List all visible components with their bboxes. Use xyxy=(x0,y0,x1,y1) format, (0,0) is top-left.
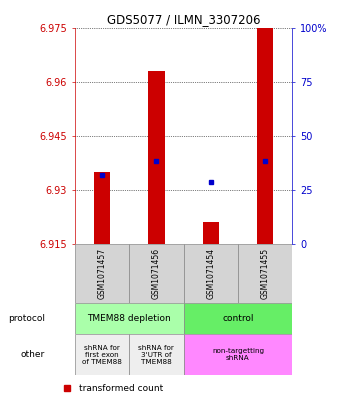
Text: GSM1071457: GSM1071457 xyxy=(98,248,106,299)
Text: GSM1071455: GSM1071455 xyxy=(261,248,270,299)
Bar xyxy=(129,334,184,375)
Text: non-targetting
shRNA: non-targetting shRNA xyxy=(212,348,264,361)
Bar xyxy=(238,244,292,303)
Bar xyxy=(148,71,165,244)
Text: GSM1071454: GSM1071454 xyxy=(206,248,215,299)
Bar xyxy=(129,244,184,303)
Bar xyxy=(75,303,184,334)
Bar xyxy=(75,244,129,303)
Text: GSM1071456: GSM1071456 xyxy=(152,248,161,299)
Text: TMEM88 depletion: TMEM88 depletion xyxy=(87,314,171,323)
Text: other: other xyxy=(21,350,45,359)
Text: control: control xyxy=(222,314,254,323)
Text: shRNA for
first exon
of TMEM88: shRNA for first exon of TMEM88 xyxy=(82,345,122,365)
Bar xyxy=(203,222,219,244)
Bar xyxy=(184,334,292,375)
Text: transformed count: transformed count xyxy=(79,384,163,393)
Text: shRNA for
3'UTR of
TMEM88: shRNA for 3'UTR of TMEM88 xyxy=(138,345,174,365)
Text: protocol: protocol xyxy=(8,314,45,323)
Bar xyxy=(257,28,273,244)
Bar xyxy=(184,303,292,334)
Bar xyxy=(75,334,129,375)
Bar xyxy=(94,172,110,244)
Bar xyxy=(184,244,238,303)
Title: GDS5077 / ILMN_3307206: GDS5077 / ILMN_3307206 xyxy=(107,13,260,26)
